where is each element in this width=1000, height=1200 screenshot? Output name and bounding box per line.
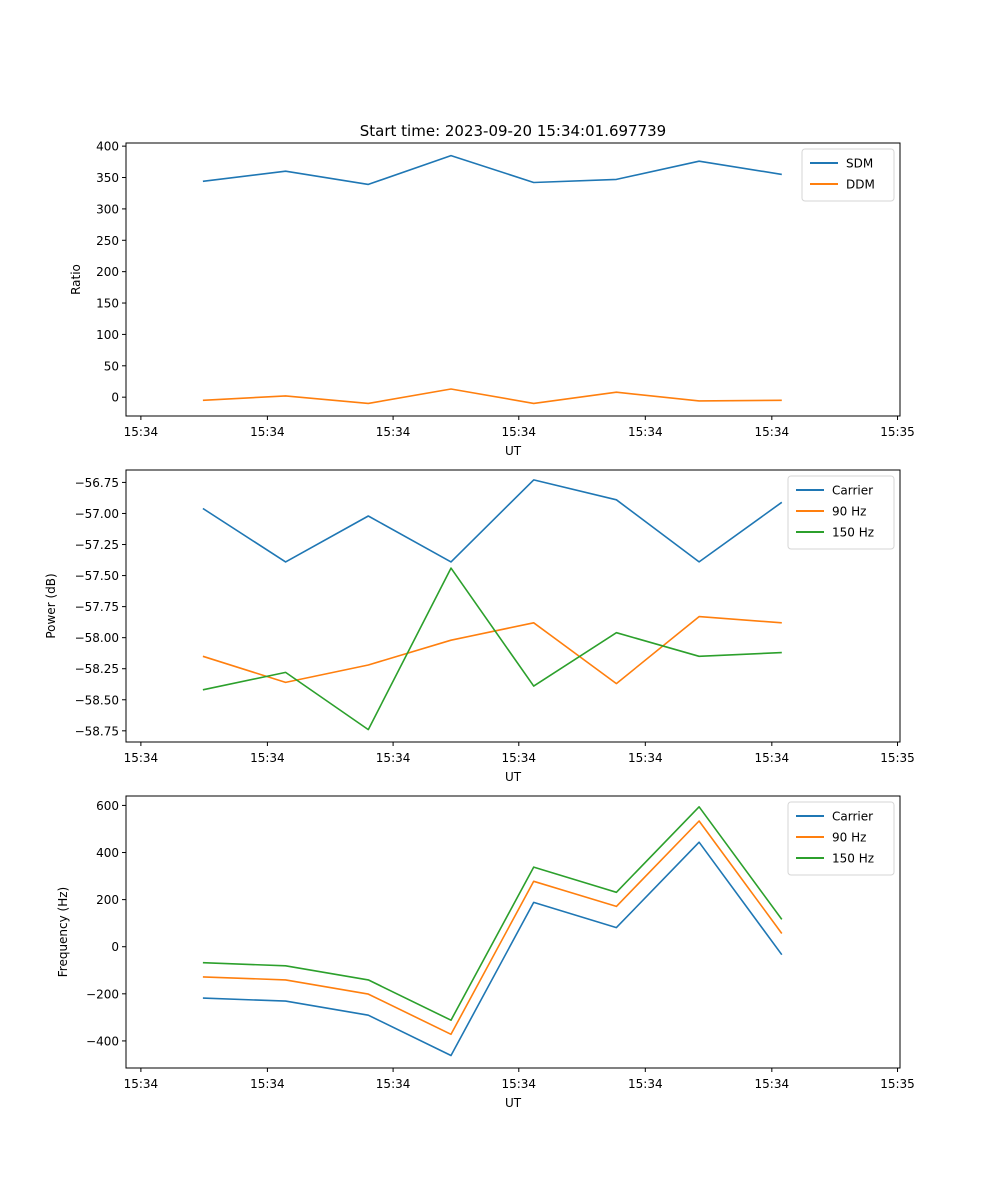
x-tick-label: 15:35	[880, 1077, 915, 1091]
x-tick-label: 15:35	[880, 425, 915, 439]
x-tick-label: 15:34	[124, 751, 159, 765]
series-line-sdm	[202, 154, 782, 186]
x-tick-label: 15:34	[124, 1077, 159, 1091]
legend-label: Carrier	[832, 810, 873, 824]
y-axis-label: Ratio	[69, 264, 83, 295]
axes-frame	[125, 469, 901, 743]
x-tick-label: 15:34	[628, 425, 663, 439]
series-line-90-hz	[202, 615, 782, 685]
series-line-150-hz	[202, 567, 782, 731]
y-tick-label: 100	[96, 328, 119, 342]
legend-label: 90 Hz	[832, 831, 866, 845]
y-tick-label: −57.00	[75, 507, 119, 521]
y-tick-label: −57.75	[75, 600, 119, 614]
x-tick-label: 15:34	[755, 751, 790, 765]
y-tick-label: 600	[96, 799, 119, 813]
axes-frame	[125, 142, 901, 417]
y-tick-label: 350	[96, 171, 119, 185]
legend-box	[787, 475, 895, 550]
y-tick-label: 0	[111, 391, 119, 405]
legend: Carrier 90 Hz 150 Hz	[787, 801, 895, 876]
legend-label: Carrier	[832, 484, 873, 498]
x-tick-label: 15:34	[376, 425, 411, 439]
y-axis-label: Frequency (Hz)	[56, 887, 70, 978]
x-tick-label: 15:35	[880, 751, 915, 765]
y-tick-label: −58.75	[75, 724, 119, 738]
y-tick-label: −57.50	[75, 569, 119, 583]
x-tick-label: 15:34	[250, 1077, 285, 1091]
x-tick-label: 15:34	[755, 1077, 790, 1091]
y-tick-label: 200	[96, 893, 119, 907]
legend-label: 150 Hz	[832, 526, 874, 540]
series-line-carrier	[202, 841, 783, 1057]
y-tick-label: 300	[96, 202, 119, 216]
legend-label: 90 Hz	[832, 505, 866, 519]
x-tick-label: 15:34	[628, 1077, 663, 1091]
x-tick-label: 15:34	[628, 751, 663, 765]
x-tick-label: 15:34	[376, 1077, 411, 1091]
legend-label: 150 Hz	[832, 852, 874, 866]
y-tick-label: −57.25	[75, 538, 119, 552]
power-subplot: 15:34 15:34 15:34 15:34 15:34 15:34 15:35 −58.7…	[44, 469, 915, 784]
y-tick-label: 250	[96, 234, 119, 248]
y-tick-label: 200	[96, 265, 119, 279]
y-tick-label: 400	[96, 846, 119, 860]
y-tick-label: 0	[111, 940, 119, 954]
axes-frame	[125, 795, 901, 1069]
legend: Carrier 90 Hz 150 Hz	[787, 475, 895, 550]
frequency-subplot: 15:34 15:34 15:34 15:34 15:34 15:34 15:35 −400 −…	[56, 795, 915, 1110]
legend: SDM DDM	[801, 148, 895, 202]
x-tick-label: 15:34	[124, 425, 159, 439]
y-tick-label: −400	[86, 1034, 119, 1048]
y-axis-label: Power (dB)	[44, 573, 58, 638]
y-tick-label: −58.50	[75, 693, 119, 707]
x-tick-label: 15:34	[250, 425, 285, 439]
series-line-90-hz	[202, 820, 783, 1036]
ratio-subplot: 15:34 15:34 15:34 15:34 15:34 15:34 15:35 0 50 10…	[69, 140, 915, 458]
series-line-150-hz	[202, 805, 783, 1022]
y-tick-label: 150	[96, 297, 119, 311]
x-tick-label: 15:34	[376, 751, 411, 765]
x-axis-label: UT	[505, 1096, 522, 1110]
y-tick-label: 50	[104, 359, 119, 373]
x-tick-label: 15:34	[501, 1077, 536, 1091]
x-tick-label: 15:34	[250, 751, 285, 765]
x-axis-label: UT	[505, 770, 522, 784]
x-axis-label: UT	[505, 444, 522, 458]
y-tick-label: −58.00	[75, 631, 119, 645]
x-tick-label: 15:34	[501, 751, 536, 765]
series-line-carrier	[202, 479, 783, 563]
figure-title: Start time: 2023-09-20 15:34:01.697739	[360, 122, 666, 140]
legend-label: DDM	[846, 178, 875, 192]
y-tick-label: −56.75	[75, 476, 119, 490]
x-tick-label: 15:34	[755, 425, 790, 439]
legend-label: SDM	[846, 157, 873, 171]
y-tick-label: −200	[86, 987, 119, 1001]
legend-box	[787, 801, 895, 876]
series-line-ddm	[202, 388, 782, 405]
y-tick-label: 400	[96, 140, 119, 154]
y-tick-label: −58.25	[75, 662, 119, 676]
x-tick-label: 15:34	[501, 425, 536, 439]
